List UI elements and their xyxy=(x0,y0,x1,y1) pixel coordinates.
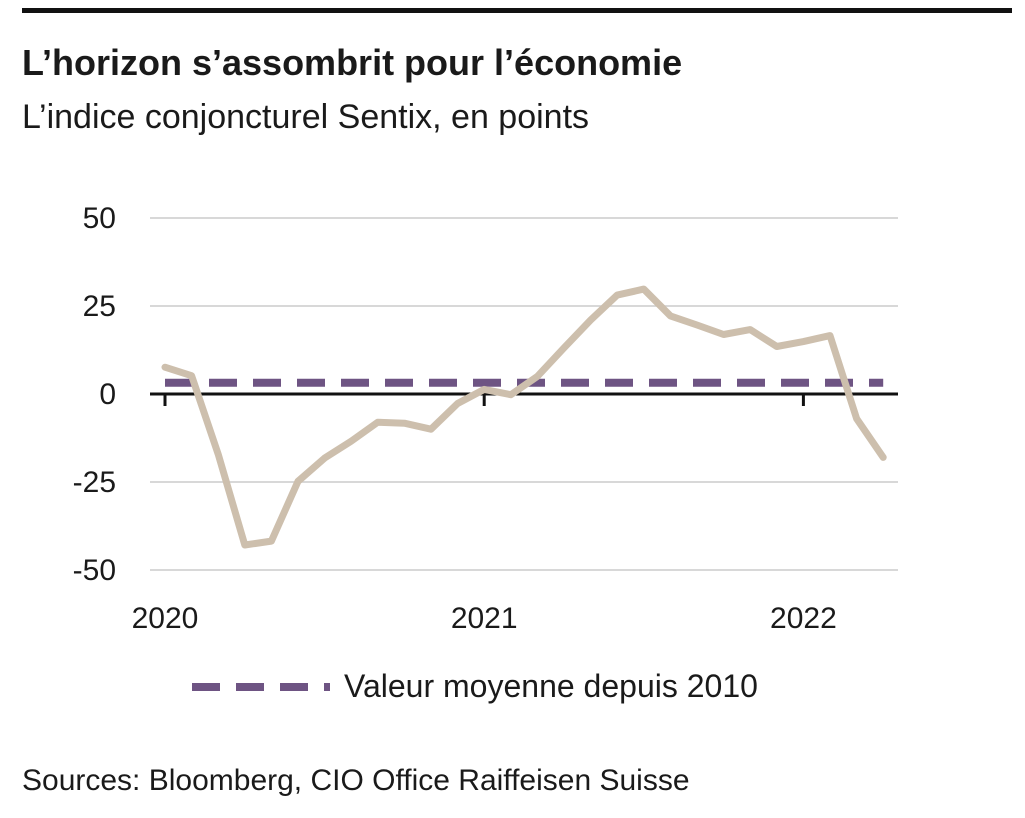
x-tick-label: 2022 xyxy=(770,602,837,635)
gridlines xyxy=(150,217,898,571)
legend: Valeur moyenne depuis 2010 xyxy=(190,668,758,705)
x-tick-label: 2021 xyxy=(451,602,518,635)
y-tick-label: -25 xyxy=(73,466,116,499)
y-tick-label: 25 xyxy=(83,290,116,323)
chart-title: L’horizon s’assombrit pour l’économie xyxy=(22,42,683,83)
x-tick-labels: 2020 2021 2022 xyxy=(132,602,837,635)
y-tick-label: 50 xyxy=(83,202,116,235)
line-chart: 50 25 0 -25 -50 2020 2021 2022 xyxy=(73,202,898,635)
source-note: Sources: Bloomberg, CIO Office Raiffeise… xyxy=(22,764,690,797)
y-tick-label: -50 xyxy=(73,554,116,587)
chart-subtitle: L’indice conjoncturel Sentix, en points xyxy=(22,98,590,136)
y-tick-label: 0 xyxy=(99,378,116,411)
legend-dashed-swatch xyxy=(192,682,330,691)
x-axis xyxy=(150,392,898,406)
x-tick-label: 2020 xyxy=(132,602,199,635)
sentix-series-group xyxy=(161,285,887,549)
sentix-line xyxy=(161,285,887,549)
legend-label-average: Valeur moyenne depuis 2010 xyxy=(344,668,758,704)
y-tick-labels: 50 25 0 -25 -50 xyxy=(73,202,116,587)
top-rule xyxy=(22,8,1012,13)
